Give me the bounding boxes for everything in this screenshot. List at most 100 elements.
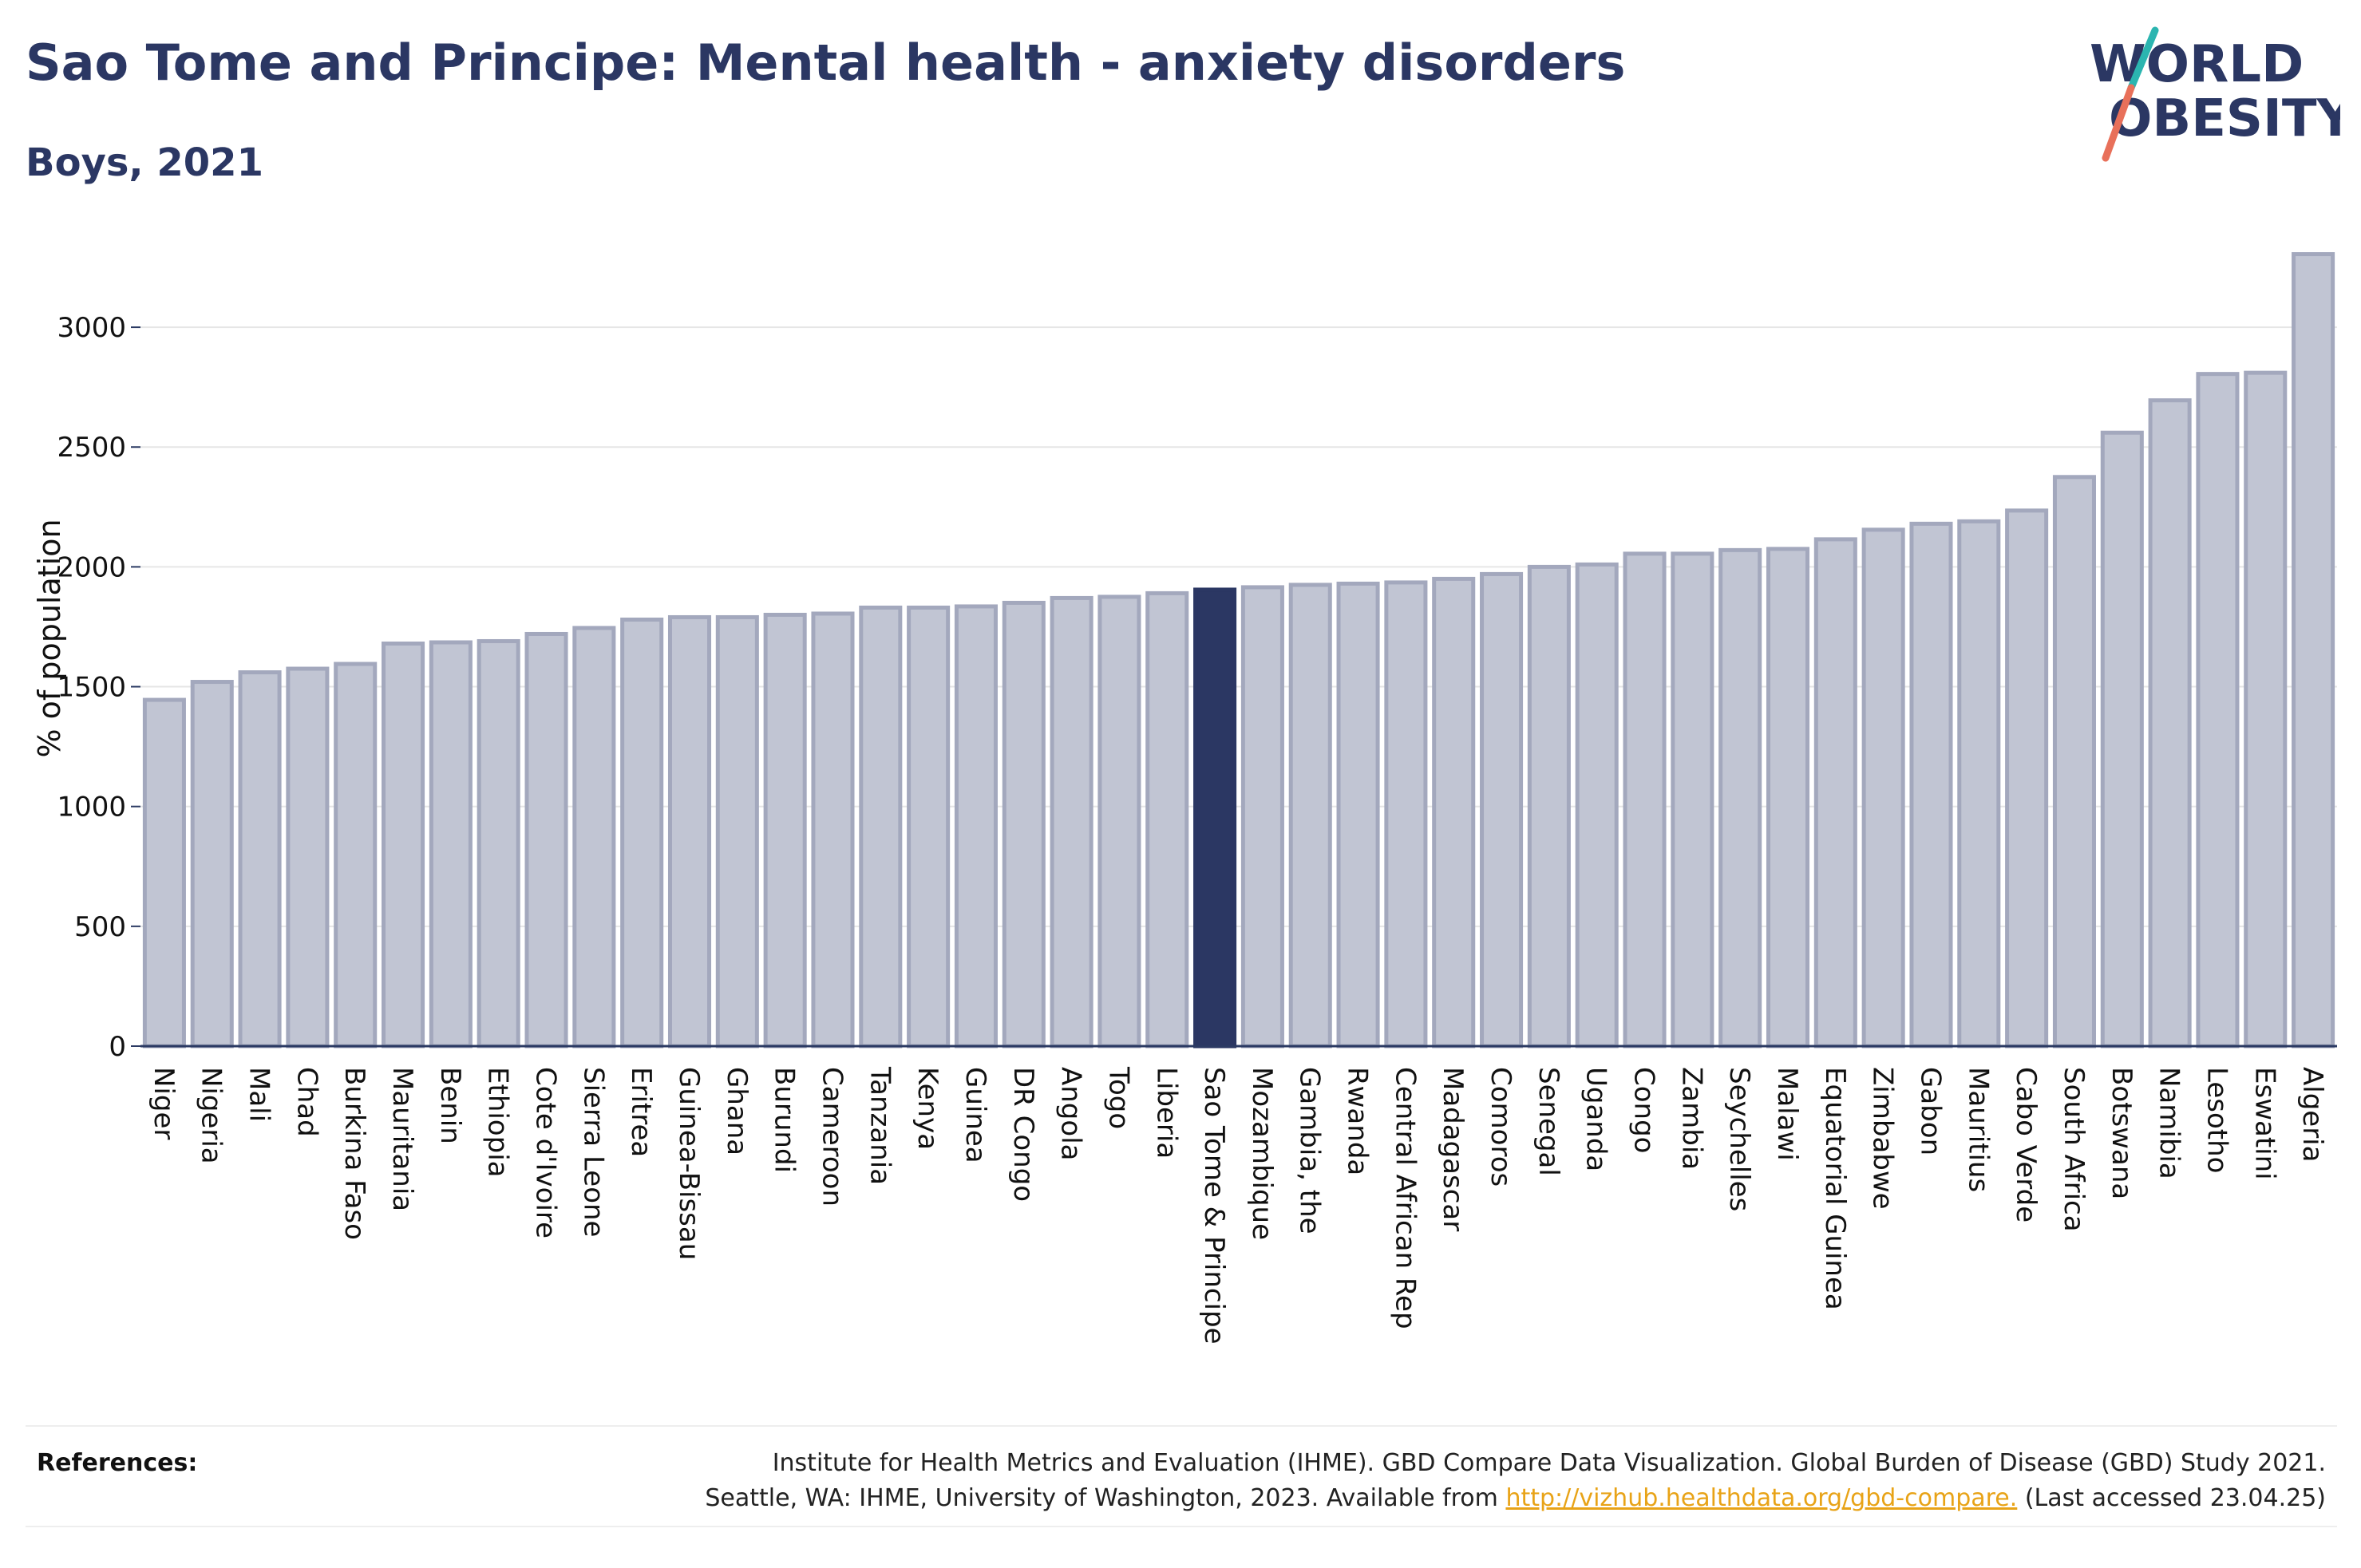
logo-line1: WORLD bbox=[2090, 35, 2304, 94]
bar bbox=[1050, 595, 1093, 1049]
bar bbox=[142, 697, 186, 1049]
bar bbox=[1002, 600, 1046, 1049]
logo-line2: OBESITY bbox=[2109, 89, 2340, 148]
bar bbox=[1575, 562, 1619, 1049]
x-tick-label: Sao Tome & Principe bbox=[1198, 1067, 1230, 1345]
bar bbox=[715, 614, 759, 1049]
bar bbox=[524, 631, 568, 1049]
bar bbox=[1432, 576, 1476, 1049]
x-tick-label: Malawi bbox=[1771, 1067, 1803, 1161]
x-tick-label: Namibia bbox=[2153, 1067, 2185, 1179]
x-tick-label: Cote d'Ivoire bbox=[530, 1067, 562, 1238]
bar bbox=[1813, 537, 1857, 1049]
references-divider-top bbox=[26, 1425, 2337, 1427]
x-tick-label: Madagascar bbox=[1437, 1067, 1469, 1231]
x-tick-label: Ghana bbox=[721, 1067, 753, 1155]
x-tick-labels: Niger Nigeria Mali Chad Burkina Faso Mauritan… bbox=[148, 1066, 2328, 1345]
bar bbox=[1527, 564, 1571, 1049]
bar bbox=[1336, 581, 1380, 1049]
bar bbox=[620, 617, 664, 1049]
x-tick-label: Mali bbox=[243, 1067, 275, 1122]
x-tick-label: Comoros bbox=[1485, 1067, 1517, 1187]
bar bbox=[2196, 372, 2240, 1049]
x-tick-label: Uganda bbox=[1580, 1067, 1612, 1171]
x-tick-label: Burundi bbox=[769, 1067, 801, 1173]
bar bbox=[859, 605, 903, 1049]
x-tick-label: Zimbabwe bbox=[1867, 1067, 1899, 1210]
x-tick-label: DR Congo bbox=[1007, 1067, 1039, 1202]
x-tick-label: Cameroon bbox=[816, 1067, 848, 1207]
x-tick-label: Togo bbox=[1102, 1066, 1134, 1129]
y-tick-label: 1500 bbox=[57, 672, 126, 704]
bar bbox=[1909, 521, 1953, 1049]
x-tick-label: Nigeria bbox=[196, 1067, 227, 1164]
bar bbox=[2148, 398, 2192, 1049]
x-tick-label: Kenya bbox=[912, 1067, 943, 1150]
x-tick-label: Tanzania bbox=[864, 1066, 896, 1185]
bar bbox=[1288, 583, 1332, 1049]
bar bbox=[2292, 251, 2335, 1049]
x-tick-label: Benin bbox=[434, 1067, 466, 1144]
x-tick-label: Mozambique bbox=[1246, 1067, 1278, 1240]
y-tick-label: 3000 bbox=[57, 312, 126, 344]
x-tick-label: Mauritius bbox=[1962, 1067, 1994, 1192]
x-tick-label: Seychelles bbox=[1723, 1067, 1755, 1211]
x-tick-label: Guinea-Bissau bbox=[673, 1067, 705, 1260]
x-tick-label: Eritrea bbox=[625, 1067, 657, 1157]
bar bbox=[2100, 430, 2144, 1049]
x-tick-label: Sierra Leone bbox=[577, 1067, 609, 1237]
references-line2-prefix: Seattle, WA: IHME, University of Washing… bbox=[705, 1484, 1498, 1512]
bar bbox=[1145, 590, 1189, 1049]
bar bbox=[477, 638, 520, 1049]
y-tick-label: 500 bbox=[74, 911, 126, 943]
bar bbox=[572, 626, 616, 1049]
y-tick-label: 2500 bbox=[57, 432, 126, 464]
bar bbox=[1766, 547, 1810, 1049]
chart-subtitle: Boys, 2021 bbox=[26, 140, 263, 185]
x-tick-label: Central African Rep bbox=[1389, 1067, 1421, 1329]
x-tick-label: Botswana bbox=[2106, 1067, 2138, 1199]
bar bbox=[2052, 475, 2096, 1049]
bar bbox=[811, 611, 855, 1049]
logo-slash-bottom bbox=[2102, 84, 2135, 162]
bar bbox=[286, 666, 330, 1049]
bar bbox=[1097, 594, 1141, 1049]
x-tick-label: Algeria bbox=[2296, 1067, 2328, 1162]
x-tick-label: Lesotho bbox=[2201, 1067, 2232, 1173]
x-tick-label: Chad bbox=[291, 1067, 322, 1137]
y-tick-label: 1000 bbox=[57, 792, 126, 823]
bar bbox=[1718, 547, 1762, 1049]
references-link[interactable]: http://vizhub.healthdata.org/gbd-compare… bbox=[1505, 1484, 2018, 1512]
bar-highlighted bbox=[1193, 587, 1237, 1049]
references-line2-suffix: (Last accessed 23.04.25) bbox=[2024, 1484, 2326, 1512]
bars bbox=[142, 251, 2335, 1049]
bar bbox=[1480, 571, 1524, 1049]
x-tick-label: Burkina Faso bbox=[338, 1067, 370, 1240]
x-tick-label: Rwanda bbox=[1342, 1067, 1374, 1175]
references-divider-bottom bbox=[26, 1526, 2337, 1527]
x-tick-label: Niger bbox=[148, 1067, 180, 1139]
x-tick-label: Ethiopia bbox=[482, 1067, 514, 1177]
x-tick-label: Equatorial Guinea bbox=[1819, 1067, 1851, 1310]
x-tick-label: Senegal bbox=[1532, 1067, 1564, 1176]
bar bbox=[1957, 519, 2001, 1049]
bar bbox=[1623, 551, 1667, 1049]
x-tick-label: Cabo Verde bbox=[2010, 1067, 2042, 1222]
x-tick-label: Gabon bbox=[1914, 1067, 1946, 1155]
x-tick-label: South Africa bbox=[2058, 1067, 2090, 1232]
x-tick-label: Congo bbox=[1628, 1067, 1660, 1153]
bar bbox=[429, 640, 473, 1049]
x-tick-label: Zambia bbox=[1675, 1067, 1707, 1170]
y-axis-label: % of population bbox=[32, 519, 67, 758]
bar bbox=[667, 614, 712, 1049]
y-tick-label: 0 bbox=[109, 1031, 126, 1063]
bar bbox=[190, 680, 234, 1049]
world-obesity-logo: WORLD OBESITY bbox=[2090, 26, 2340, 162]
bar bbox=[238, 670, 282, 1049]
logo-slash-top bbox=[2127, 26, 2159, 92]
references-text: Institute for Health Metrics and Evaluat… bbox=[490, 1446, 2326, 1516]
chart-title: Sao Tome and Principe: Mental health - a… bbox=[26, 34, 1626, 92]
x-tick-label: Mauritania bbox=[386, 1067, 418, 1211]
x-tick-label: Liberia bbox=[1150, 1067, 1182, 1159]
bar bbox=[907, 605, 951, 1049]
